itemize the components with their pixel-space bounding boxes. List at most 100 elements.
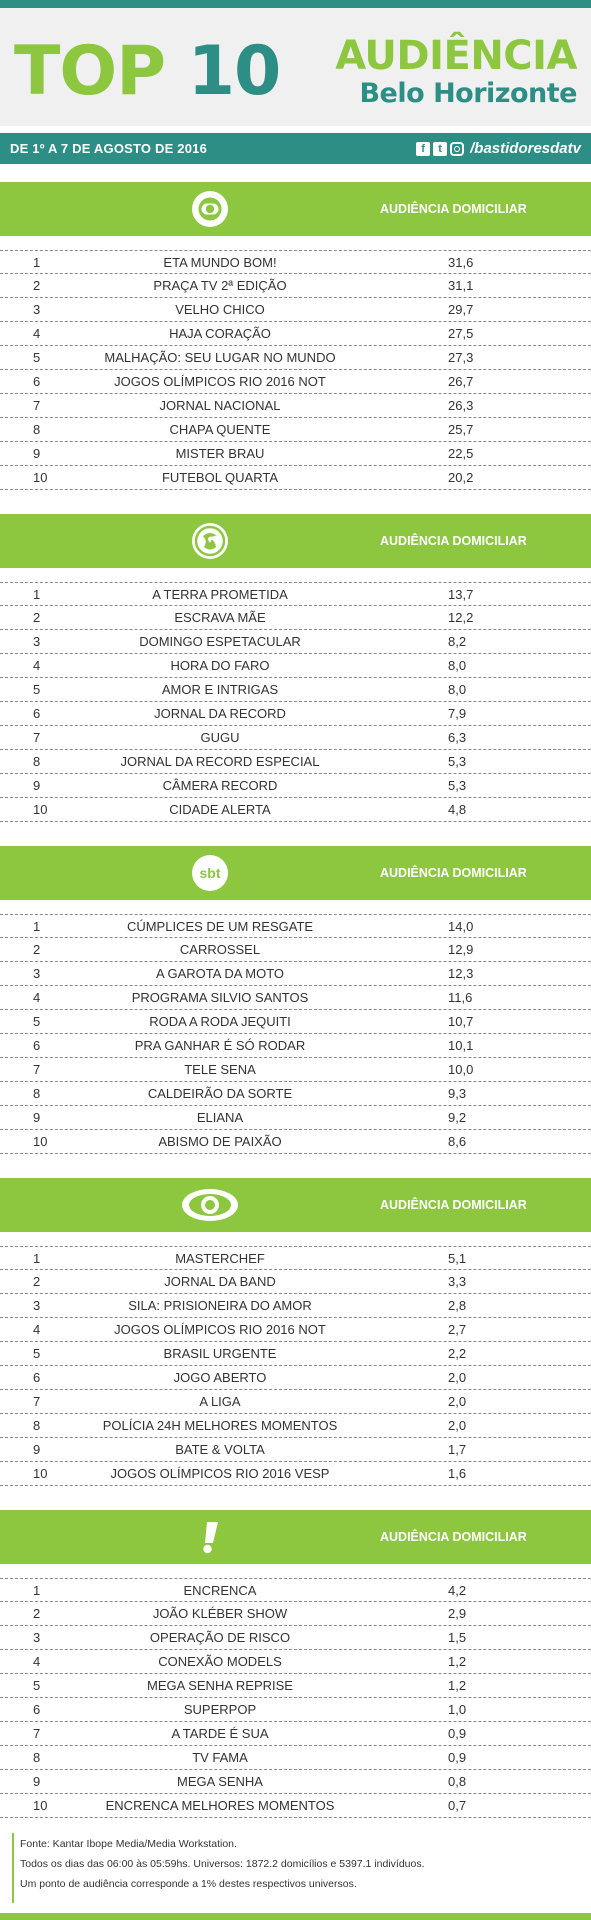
rank: 8	[33, 750, 53, 773]
table-row: 9 MEGA SENHA 0,8	[0, 1770, 591, 1794]
rank: 9	[33, 1770, 53, 1793]
rating-value: 0,9	[448, 1746, 488, 1769]
table-row: 4 PROGRAMA SILVIO SANTOS 11,6	[0, 986, 591, 1010]
program-name: CALDEIRÃO DA SORTE	[60, 1082, 380, 1105]
program-name: JORNAL DA BAND	[60, 1270, 380, 1293]
rating-value: 4,2	[448, 1579, 488, 1602]
rank: 3	[33, 1294, 53, 1317]
rank: 9	[33, 1438, 53, 1461]
rank: 5	[33, 1010, 53, 1033]
program-name: PRAÇA TV 2ª EDIÇÃO	[60, 274, 380, 297]
program-name: OPERAÇÃO DE RISCO	[60, 1626, 380, 1649]
band-logo-icon	[180, 1186, 240, 1224]
table-row: 7 JORNAL NACIONAL 26,3	[0, 394, 591, 418]
section-label: AUDIÊNCIA DOMICILIAR	[380, 1510, 527, 1564]
rank: 5	[33, 1342, 53, 1365]
rank: 3	[33, 962, 53, 985]
table-row: 8 JORNAL DA RECORD ESPECIAL 5,3	[0, 750, 591, 774]
table-row: 6 JOGO ABERTO 2,0	[0, 1366, 591, 1390]
rank: 10	[33, 466, 53, 489]
program-name: BATE & VOLTA	[60, 1438, 380, 1461]
table-row: 1 MASTERCHEF 5,1	[0, 1246, 591, 1270]
rating-value: 11,6	[448, 986, 488, 1009]
program-name: CIDADE ALERTA	[60, 798, 380, 821]
rank: 1	[33, 583, 53, 606]
facebook-icon[interactable]: f	[416, 142, 430, 156]
top10-word-10: 10	[188, 32, 281, 111]
rating-value: 2,0	[448, 1366, 488, 1389]
table-row: 5 AMOR E INTRIGAS 8,0	[0, 678, 591, 702]
rating-value: 22,5	[448, 442, 488, 465]
table-row: 1 ENCRENCA 4,2	[0, 1578, 591, 1602]
rank: 3	[33, 298, 53, 321]
rating-value: 8,2	[448, 630, 488, 653]
table-row: 8 CALDEIRÃO DA SORTE 9,3	[0, 1082, 591, 1106]
footer-universe: Todos os dias das 06:00 às 05:59hs. Univ…	[20, 1857, 425, 1871]
section-header: AUDIÊNCIA DOMICILIAR	[0, 1178, 591, 1232]
ranking-table: 1 ETA MUNDO BOM! 31,6 2 PRAÇA TV 2ª EDIÇÃO 3…	[0, 250, 591, 490]
social-handle[interactable]: /bastidoresdatv	[470, 140, 581, 157]
program-name: JORNAL NACIONAL	[60, 394, 380, 417]
header: TOP 10 AUDIÊNCIA Belo Horizonte	[0, 8, 591, 126]
record-logo-icon	[191, 522, 229, 560]
program-name: CARROSSEL	[60, 938, 380, 961]
rank: 2	[33, 1602, 53, 1625]
rank: 5	[33, 1674, 53, 1697]
table-row: 3 DOMINGO ESPETACULAR 8,2	[0, 630, 591, 654]
rank: 3	[33, 1626, 53, 1649]
table-row: 10 JOGOS OLÍMPICOS RIO 2016 VESP 1,6	[0, 1462, 591, 1486]
ranking-table: 1 MASTERCHEF 5,1 2 JORNAL DA BAND 3,3 3 SILA:…	[0, 1246, 591, 1486]
rank: 4	[33, 654, 53, 677]
rating-value: 12,2	[448, 606, 488, 629]
rating-value: 10,1	[448, 1034, 488, 1057]
program-name: PRA GANHAR É SÓ RODAR	[60, 1034, 380, 1057]
rank: 6	[33, 1698, 53, 1721]
table-row: 4 JOGOS OLÍMPICOS RIO 2016 NOT 2,7	[0, 1318, 591, 1342]
rating-value: 2,0	[448, 1414, 488, 1437]
rank: 2	[33, 1270, 53, 1293]
rank: 7	[33, 1722, 53, 1745]
program-name: ESCRAVA MÃE	[60, 606, 380, 629]
table-row: 7 TELE SENA 10,0	[0, 1058, 591, 1082]
rank: 10	[33, 1794, 53, 1817]
table-row: 6 JORNAL DA RECORD 7,9	[0, 702, 591, 726]
table-row: 8 POLÍCIA 24H MELHORES MOMENTOS 2,0	[0, 1414, 591, 1438]
program-name: MEGA SENHA REPRISE	[60, 1674, 380, 1697]
globo-logo-icon	[191, 190, 229, 228]
table-row: 3 A GAROTA DA MOTO 12,3	[0, 962, 591, 986]
rating-value: 20,2	[448, 466, 488, 489]
table-row: 10 CIDADE ALERTA 4,8	[0, 798, 591, 822]
program-name: TELE SENA	[60, 1058, 380, 1081]
table-row: 9 BATE & VOLTA 1,7	[0, 1438, 591, 1462]
rating-value: 10,0	[448, 1058, 488, 1081]
program-name: RODA A RODA JEQUITI	[60, 1010, 380, 1033]
rating-value: 8,0	[448, 654, 488, 677]
ranking-table: 1 CÚMPLICES DE UM RESGATE 14,0 2 CARROSSEL 1…	[0, 914, 591, 1154]
twitter-icon[interactable]: t	[433, 142, 447, 156]
date-bar: DE 1º A 7 DE AGOSTO DE 2016 f t /bastido…	[0, 133, 591, 164]
program-name: MEGA SENHA	[60, 1770, 380, 1793]
program-name: ENCRENCA MELHORES MOMENTOS	[60, 1794, 380, 1817]
rank: 7	[33, 394, 53, 417]
table-row: 5 MALHAÇÃO: SEU LUGAR NO MUNDO 27,3	[0, 346, 591, 370]
rank: 1	[33, 1579, 53, 1602]
rank: 7	[33, 726, 53, 749]
section-header: AUDIÊNCIA DOMICILIAR	[0, 182, 591, 236]
program-name: CÚMPLICES DE UM RESGATE	[60, 915, 380, 938]
rating-value: 1,5	[448, 1626, 488, 1649]
table-row: 10 ENCRENCA MELHORES MOMENTOS 0,7	[0, 1794, 591, 1818]
rank: 6	[33, 1366, 53, 1389]
program-name: GUGU	[60, 726, 380, 749]
program-name: HORA DO FARO	[60, 654, 380, 677]
date-range: DE 1º A 7 DE AGOSTO DE 2016	[10, 133, 207, 164]
program-name: JOÃO KLÉBER SHOW	[60, 1602, 380, 1625]
instagram-icon[interactable]	[450, 142, 464, 156]
top10-title: TOP 10	[14, 36, 280, 108]
rating-value: 1,2	[448, 1674, 488, 1697]
rating-value: 2,7	[448, 1318, 488, 1341]
table-row: 1 ETA MUNDO BOM! 31,6	[0, 250, 591, 274]
table-row: 3 OPERAÇÃO DE RISCO 1,5	[0, 1626, 591, 1650]
table-row: 7 A TARDE É SUA 0,9	[0, 1722, 591, 1746]
rank: 4	[33, 322, 53, 345]
program-name: ETA MUNDO BOM!	[60, 251, 380, 274]
